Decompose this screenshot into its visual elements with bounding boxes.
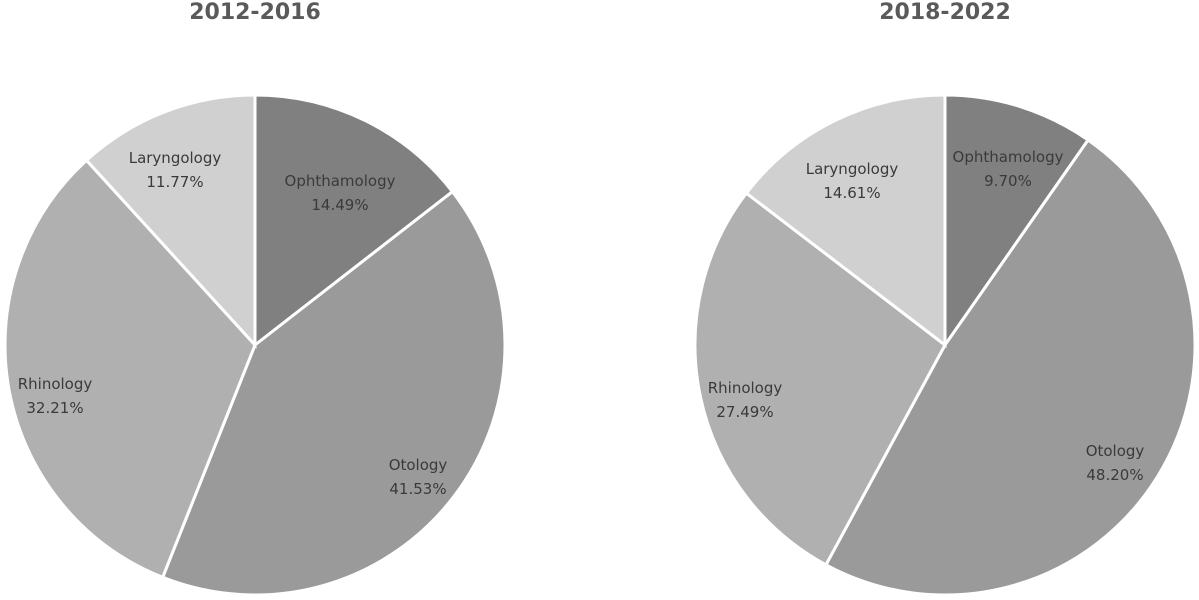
pie-slice-laryngology bbox=[84, 93, 257, 349]
pie-slice-ophthamology bbox=[943, 93, 1091, 350]
chart-title-2018-2022: 2018-2022 bbox=[879, 0, 1011, 25]
slice-label-ophthamology: Ophthamology bbox=[285, 172, 396, 190]
pie-2018-2022: Ophthamology 9.70% Otology 48.20% Rhinology 2… bbox=[693, 93, 1197, 597]
slice-value-ophthamology: 9.70% bbox=[984, 172, 1032, 190]
chart-title-2012-2016: 2012-2016 bbox=[189, 0, 321, 25]
slice-value-otology: 48.20% bbox=[1086, 466, 1143, 484]
slice-label-otology: Otology bbox=[389, 456, 448, 474]
slice-value-otology: 41.53% bbox=[389, 480, 446, 498]
slice-label-rhinology: Rhinology bbox=[18, 375, 93, 393]
slice-value-laryngology: 14.61% bbox=[823, 184, 880, 202]
slice-label-laryngology: Laryngology bbox=[129, 149, 222, 167]
slice-value-rhinology: 27.49% bbox=[716, 403, 773, 421]
pie-2012-2016: Ophthamology 14.49% Otology 41.53% Rhinology… bbox=[3, 93, 507, 597]
pie-slice-otology bbox=[823, 137, 1197, 597]
slice-value-ophthamology: 14.49% bbox=[311, 196, 368, 214]
slice-label-ophthamology: Ophthamology bbox=[953, 148, 1064, 166]
slice-value-laryngology: 11.77% bbox=[146, 173, 203, 191]
slice-label-laryngology: Laryngology bbox=[806, 160, 899, 178]
pie-slice-laryngology bbox=[744, 93, 947, 349]
pie-slice-otology bbox=[160, 189, 507, 597]
slice-value-rhinology: 32.21% bbox=[26, 399, 83, 417]
pie-slice-ophthamology bbox=[253, 93, 455, 349]
slice-label-otology: Otology bbox=[1086, 442, 1145, 460]
slice-label-rhinology: Rhinology bbox=[708, 379, 783, 397]
pie-slice-rhinology bbox=[693, 191, 947, 567]
pie-slice-rhinology bbox=[3, 158, 257, 580]
